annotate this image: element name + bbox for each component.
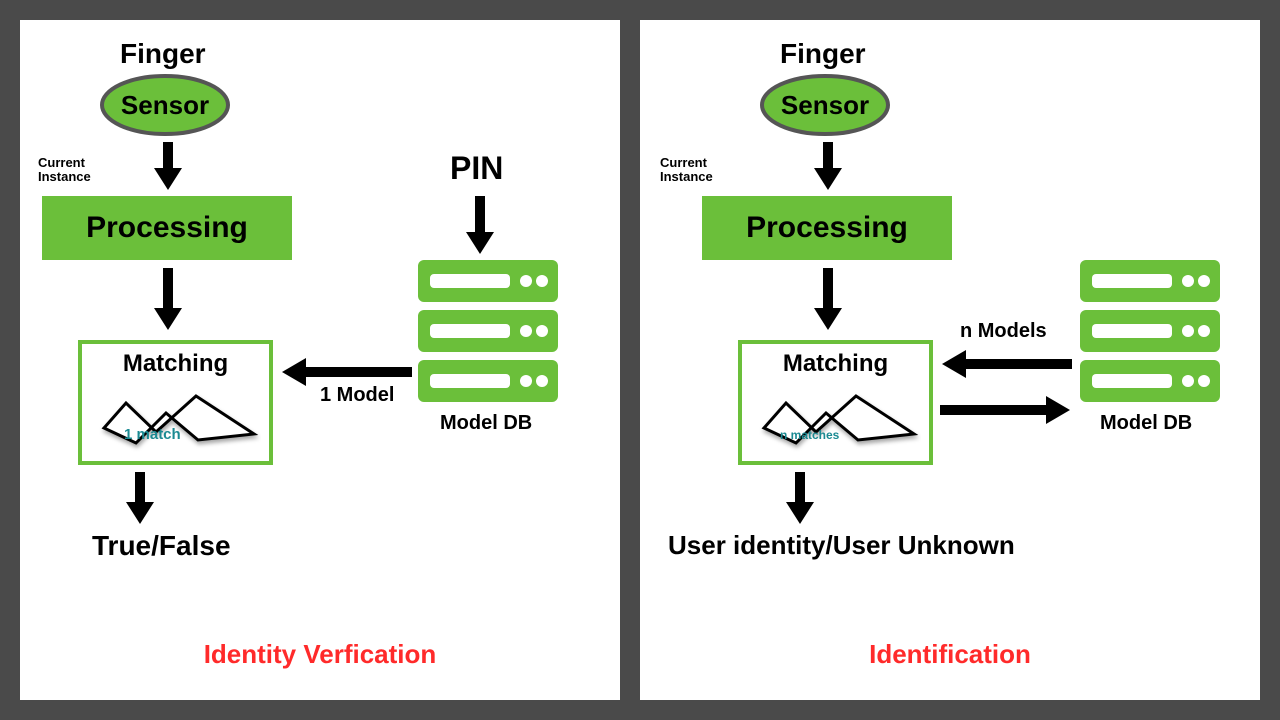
lightning-icon	[96, 388, 261, 458]
matching-label-left: Matching	[88, 350, 263, 378]
panel-verification: Finger Sensor CurrentInstance Processing…	[20, 20, 620, 700]
model-db-left	[418, 260, 558, 405]
model-db-right	[1080, 260, 1220, 405]
model-db-label-left: Model DB	[440, 412, 532, 435]
edge-label-right: n Models	[960, 320, 1047, 343]
match-count-right: n matches	[780, 428, 839, 442]
result-label-left: True/False	[92, 530, 231, 562]
arrow-processing-matching-left	[148, 264, 188, 334]
matching-node-left: Matching 1 match	[78, 340, 273, 465]
match-count-left: 1 match	[124, 426, 181, 443]
arrow-pin-db	[460, 192, 500, 258]
sensor-label-left: Sensor	[100, 90, 230, 121]
finger-label-left: Finger	[120, 38, 206, 70]
lightning-icon	[756, 388, 921, 458]
current-instance-right: CurrentInstance	[660, 156, 713, 183]
processing-node-left: Processing	[42, 196, 292, 260]
finger-label-right: Finger	[780, 38, 866, 70]
processing-node-right: Processing	[702, 196, 952, 260]
matching-node-right: Matching n matches	[738, 340, 933, 465]
matching-label-right: Matching	[748, 350, 923, 378]
current-instance-left: CurrentInstance	[38, 156, 91, 183]
panel-identification: Finger Sensor CurrentInstance Processing…	[640, 20, 1260, 700]
pin-label: PIN	[450, 150, 503, 187]
model-db-label-right: Model DB	[1100, 412, 1192, 435]
arrow-matching-to-db-right	[936, 390, 1076, 430]
arrow-matching-result-right	[780, 468, 820, 528]
arrow-processing-matching-right	[808, 264, 848, 334]
arrow-db-to-matching-right	[936, 344, 1076, 384]
arrow-sensor-processing-left	[148, 138, 188, 193]
panel-title-left: Identity Verfication	[20, 639, 620, 670]
arrow-sensor-processing-right	[808, 138, 848, 193]
arrow-matching-result-left	[120, 468, 160, 528]
panel-title-right: Identification	[640, 639, 1260, 670]
sensor-label-right: Sensor	[760, 90, 890, 121]
edge-label-left: 1 Model	[320, 384, 394, 407]
result-label-right: User identity/User Unknown	[668, 530, 1015, 561]
